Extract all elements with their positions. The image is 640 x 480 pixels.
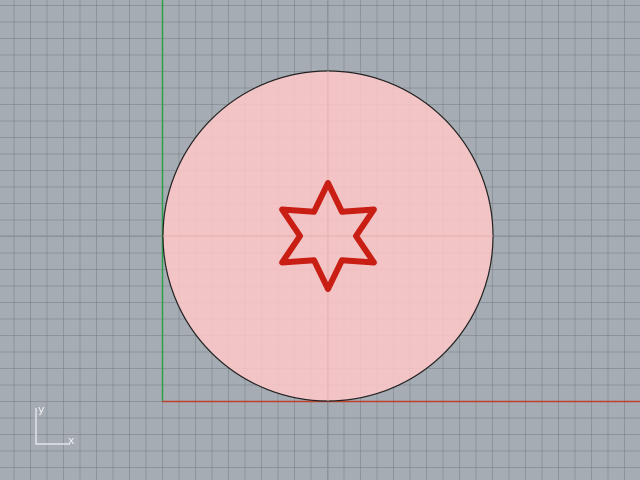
axis-widget-y-label: y <box>38 403 45 416</box>
axis-orientation-widget: y x <box>30 398 90 458</box>
axis-widget-lines <box>35 408 70 445</box>
axis-widget-x-label: x <box>68 434 75 447</box>
star-object[interactable] <box>279 180 377 292</box>
